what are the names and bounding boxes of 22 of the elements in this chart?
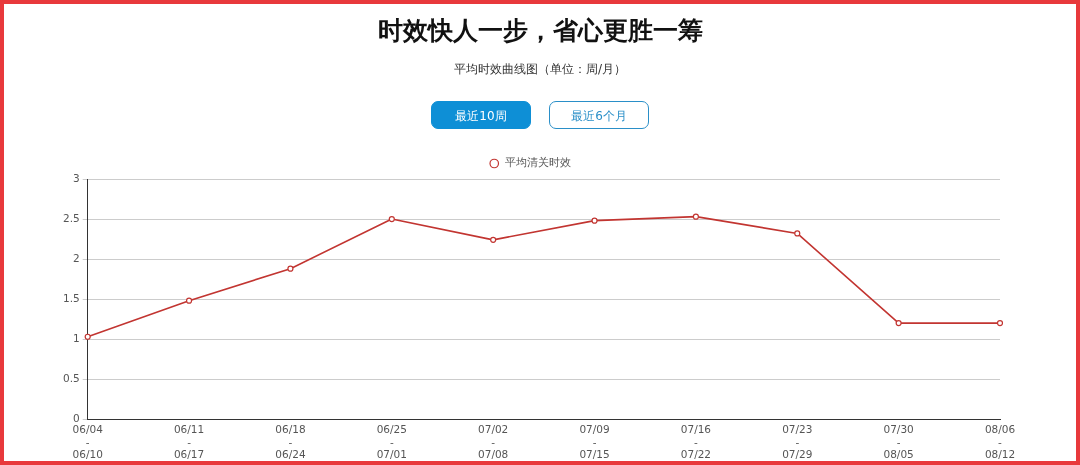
y-tick-label: 1.5 — [63, 291, 80, 304]
x-tick-label: 07/30 - 08/05 — [883, 423, 914, 461]
x-tick-label: 07/02 - 07/08 — [478, 423, 509, 461]
y-tick-label: 0 — [73, 411, 80, 424]
x-tick-label: 06/18 - 06/24 — [275, 423, 306, 461]
y-tick-label: 2 — [73, 251, 80, 264]
x-tick-label: 06/25 - 07/01 — [376, 423, 407, 461]
y-tick-label: 0.5 — [63, 371, 80, 384]
x-tick-label: 07/09 - 07/15 — [579, 423, 610, 461]
x-tick-label: 07/16 - 07/22 — [680, 423, 712, 461]
x-tick-label: 08/06 - 08/12 — [984, 423, 1016, 461]
chart-title: 时效快人一步，省心更胜一筹 — [376, 15, 704, 47]
text: 最近6个月 — [549, 101, 649, 129]
y-tick-label: 2.5 — [63, 211, 80, 224]
text: 最近10周 — [431, 101, 531, 129]
x-tick-label: 06/04 - 06/10 — [72, 423, 104, 461]
x-tick-label: 06/11 - 06/17 — [173, 423, 205, 461]
y-tick-label: 3 — [73, 171, 80, 184]
legend-label: 平均清关时效 — [504, 156, 571, 170]
y-tick-label: 1 — [73, 331, 80, 344]
x-tick-label: 07/23 - 07/29 — [782, 423, 813, 461]
chart-subtitle: 平均时效曲线图（单位：周/月） — [452, 61, 627, 78]
